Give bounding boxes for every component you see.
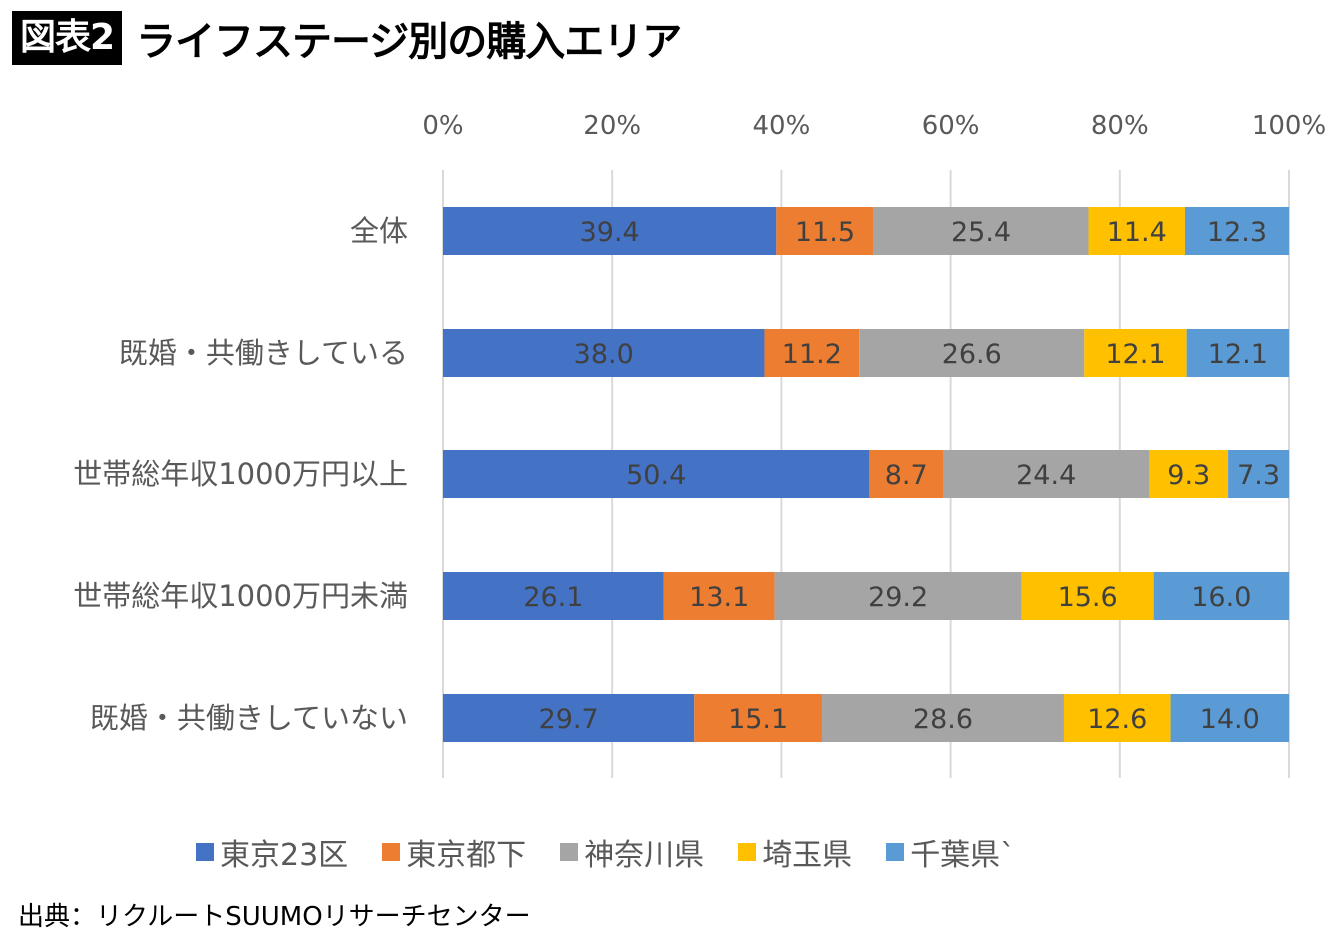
data-label: 15.1 bbox=[728, 704, 788, 735]
x-tick-label: 80% bbox=[1091, 111, 1149, 141]
legend-item: 神奈川県 bbox=[560, 830, 704, 874]
bar-segment bbox=[1088, 207, 1185, 255]
bar-segment bbox=[663, 572, 775, 620]
data-label: 8.7 bbox=[885, 460, 928, 491]
data-label: 15.6 bbox=[1058, 582, 1118, 613]
bar-segment bbox=[822, 694, 1064, 742]
legend-item: 東京都下 bbox=[382, 830, 526, 874]
figure-badge: 図表2 bbox=[12, 11, 123, 65]
bar-segment bbox=[873, 207, 1089, 255]
source-note: 出典：リクルートSUUMOリサーチセンター bbox=[18, 902, 531, 932]
data-label: 26.1 bbox=[523, 582, 583, 613]
bar-segment bbox=[1170, 694, 1289, 742]
legend-swatch bbox=[560, 843, 579, 861]
legend-item: 東京23区 bbox=[196, 830, 348, 874]
bar-segment bbox=[1228, 450, 1289, 498]
legend-label: 埼玉県 bbox=[762, 838, 853, 873]
bar-segment bbox=[1149, 450, 1229, 498]
data-label: 12.1 bbox=[1208, 339, 1268, 370]
data-label: 24.4 bbox=[1016, 460, 1076, 491]
data-label: 26.6 bbox=[942, 339, 1002, 370]
bar-segment bbox=[869, 450, 943, 498]
legend-swatch bbox=[886, 843, 905, 861]
data-label: 9.3 bbox=[1167, 460, 1210, 491]
legend-swatch bbox=[382, 843, 401, 861]
data-label: 28.6 bbox=[913, 704, 973, 735]
title-row: 図表2 ライフステージ別の購入エリア bbox=[12, 10, 682, 66]
x-tick-label: 100% bbox=[1252, 111, 1326, 141]
category-label: 全体 bbox=[350, 214, 408, 248]
category-label: 世帯総年収1000万円未満 bbox=[73, 579, 408, 613]
data-label: 50.4 bbox=[626, 460, 686, 491]
category-label: 既婚・共働きしている bbox=[119, 336, 408, 370]
data-label: 12.1 bbox=[1105, 339, 1165, 370]
bar-segment bbox=[942, 450, 1150, 498]
data-label: 38.0 bbox=[574, 339, 634, 370]
bar-segment bbox=[764, 329, 860, 377]
legend-swatch bbox=[196, 843, 214, 861]
category-label: 世帯総年収1000万円以上 bbox=[73, 457, 408, 491]
x-tick-label: 0% bbox=[422, 111, 463, 141]
chart-title: ライフステージ別の購入エリア bbox=[136, 19, 682, 65]
data-label: 25.4 bbox=[951, 217, 1011, 248]
legend-label: 神奈川県 bbox=[584, 838, 705, 873]
legend-label: 東京23区 bbox=[220, 838, 349, 873]
data-label: 16.0 bbox=[1191, 582, 1251, 613]
data-label: 39.4 bbox=[580, 217, 640, 248]
bar-segment bbox=[1186, 329, 1289, 377]
bar-segment bbox=[1021, 572, 1154, 620]
x-tick-label: 60% bbox=[922, 111, 980, 141]
bar-segment bbox=[443, 207, 777, 255]
bar-segment bbox=[1184, 207, 1289, 255]
bar-segment bbox=[443, 572, 664, 620]
legend-item: 埼玉県 bbox=[738, 830, 852, 874]
data-label: 11.2 bbox=[782, 339, 842, 370]
data-label: 14.0 bbox=[1200, 704, 1260, 735]
bar-segment bbox=[1153, 572, 1289, 620]
bar-segment bbox=[443, 694, 695, 742]
x-tick-label: 40% bbox=[753, 111, 811, 141]
legend: 東京23区 東京都下 神奈川県 埼玉県 千葉県ˋ bbox=[196, 830, 1049, 874]
bar-segment bbox=[443, 450, 870, 498]
legend-label: 千葉県ˋ bbox=[910, 838, 1016, 873]
bar-segment bbox=[859, 329, 1085, 377]
bar-segment bbox=[1084, 329, 1187, 377]
bar-segment bbox=[776, 207, 874, 255]
x-tick-label: 20% bbox=[583, 111, 641, 141]
legend-label: 東京都下 bbox=[406, 838, 527, 873]
data-label: 29.7 bbox=[539, 704, 599, 735]
data-label: 11.4 bbox=[1107, 217, 1167, 248]
data-label: 13.1 bbox=[689, 582, 749, 613]
data-label: 12.3 bbox=[1207, 217, 1267, 248]
legend-item: 千葉県ˋ bbox=[886, 830, 1015, 874]
data-label: 29.2 bbox=[868, 582, 928, 613]
bar-segment bbox=[694, 694, 823, 742]
legend-swatch bbox=[738, 843, 757, 861]
data-label: 11.5 bbox=[795, 217, 855, 248]
bar-segment bbox=[774, 572, 1022, 620]
bar-segment bbox=[443, 329, 765, 377]
data-label: 12.6 bbox=[1087, 704, 1147, 735]
bar-segment bbox=[1063, 694, 1171, 742]
category-label: 既婚・共働きしていない bbox=[90, 701, 408, 735]
data-label: 7.3 bbox=[1237, 460, 1280, 491]
